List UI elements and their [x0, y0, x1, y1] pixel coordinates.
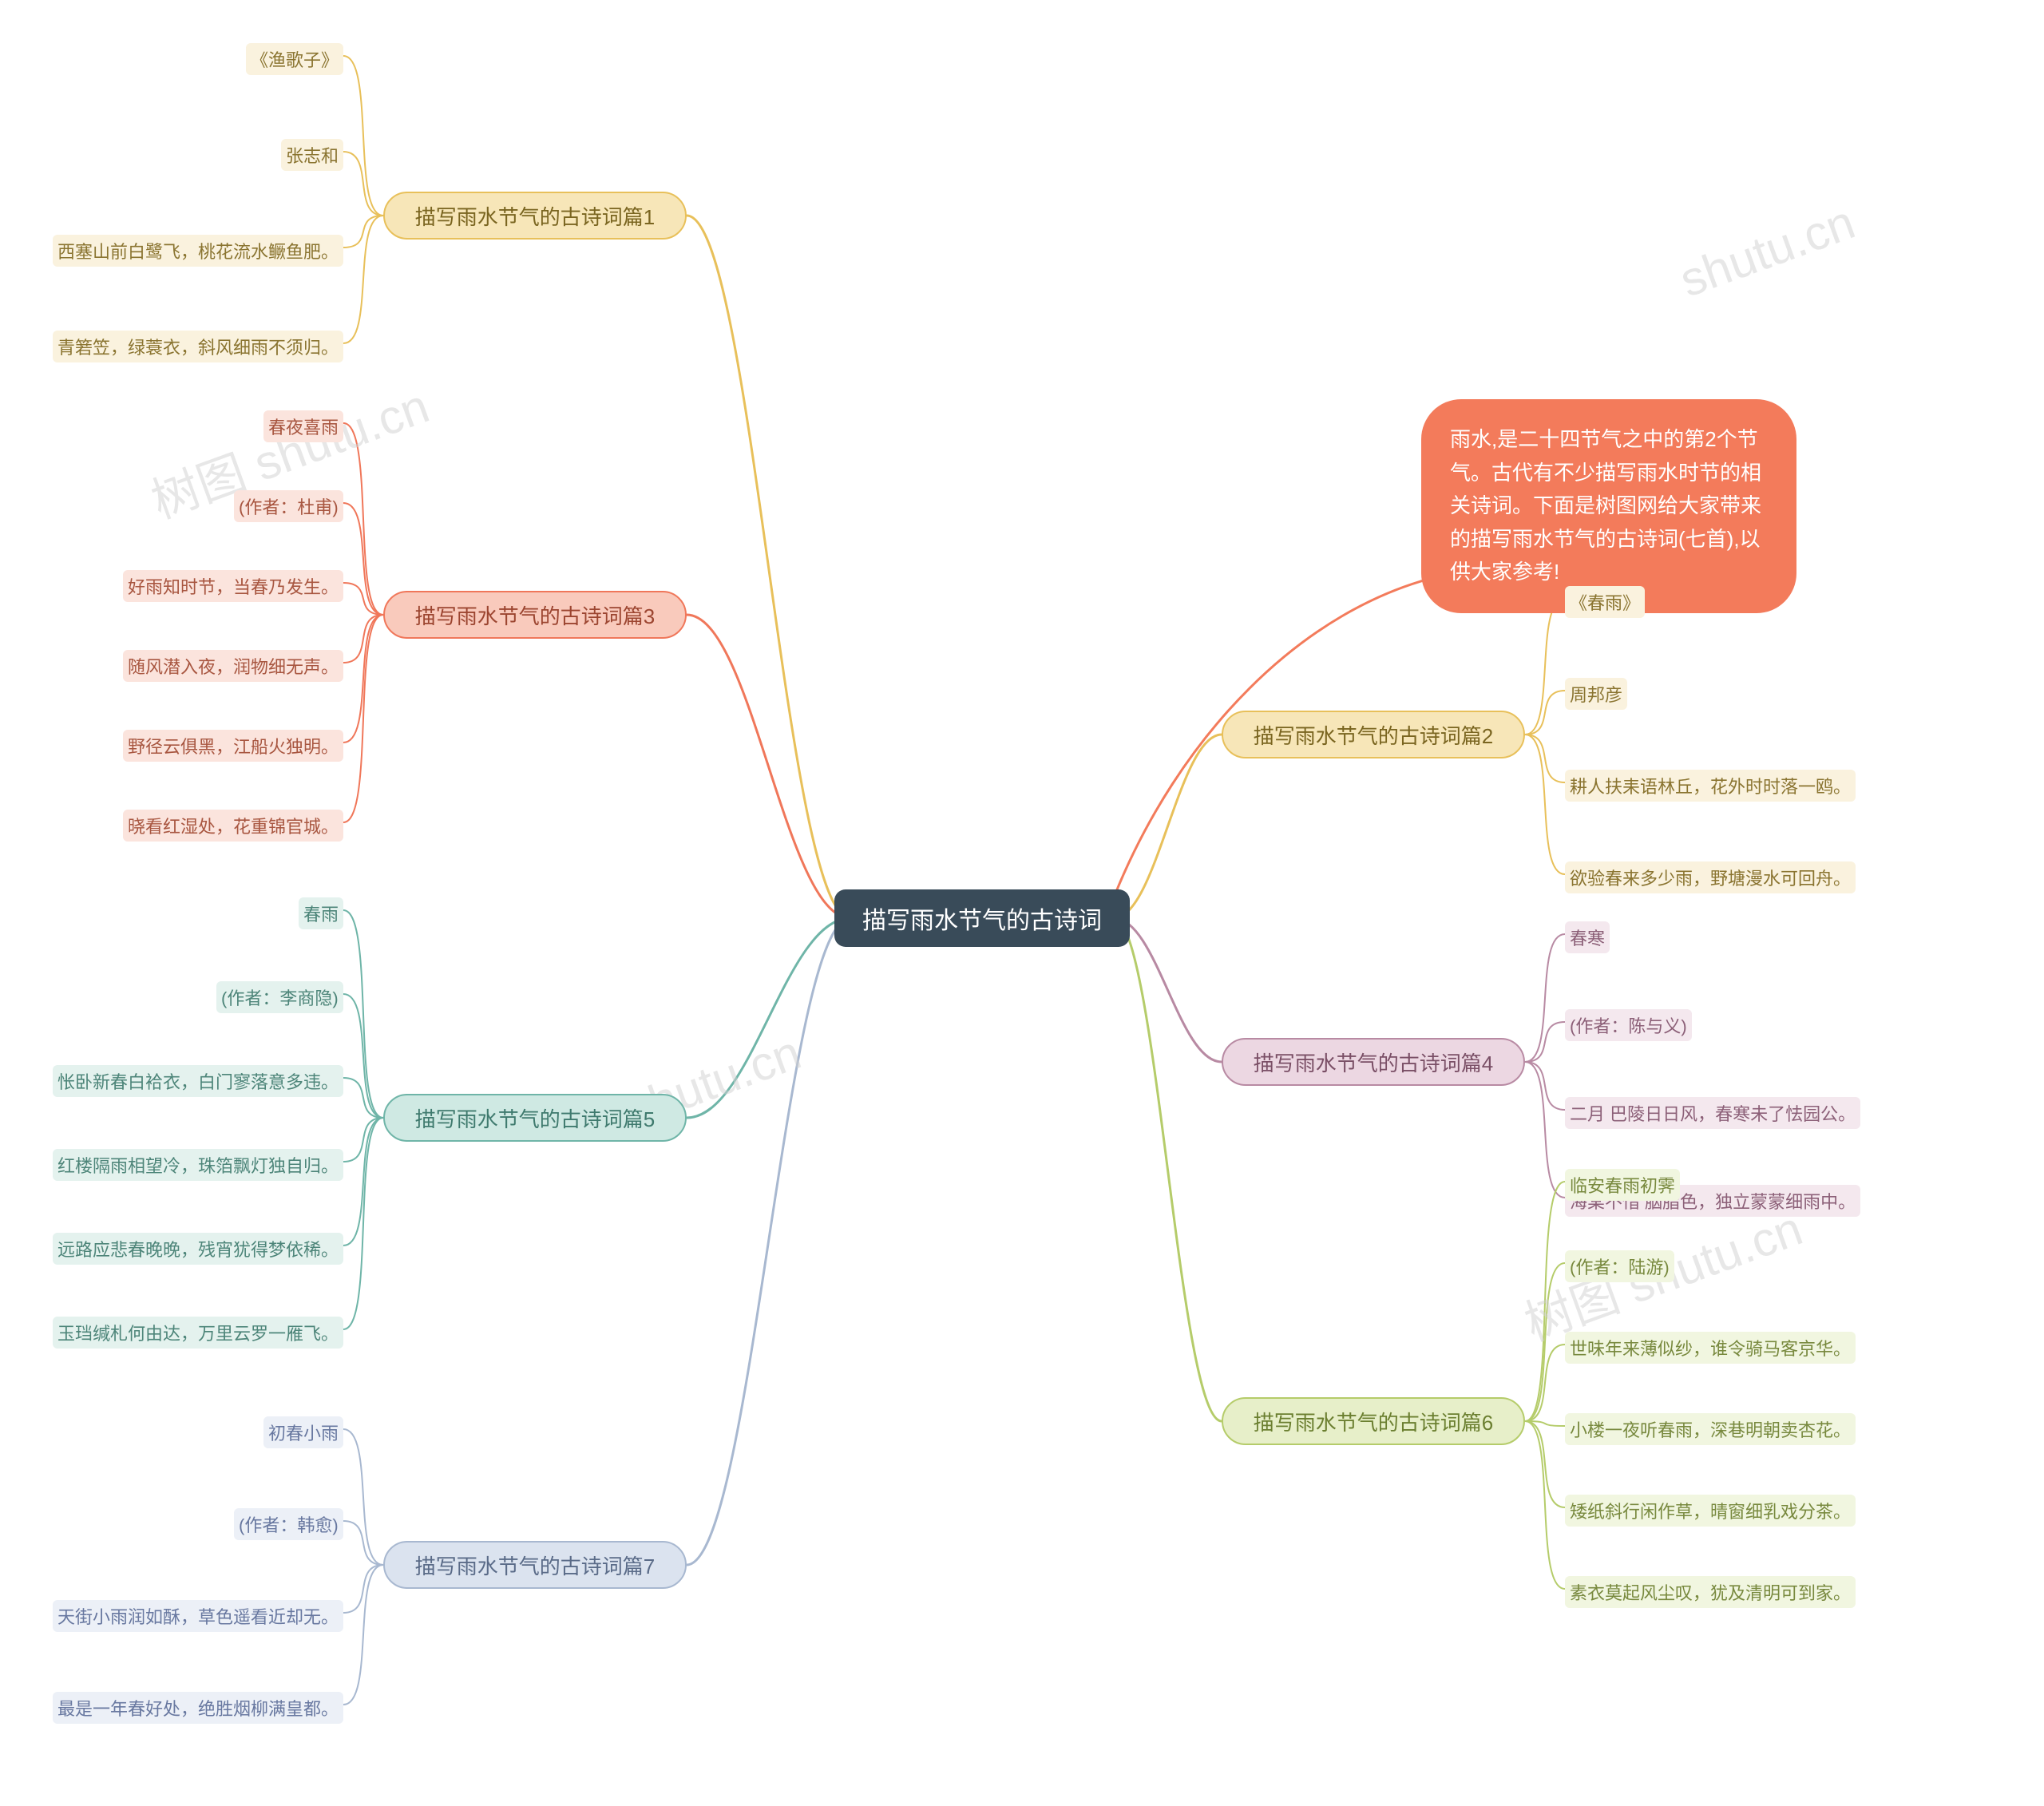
- leaf-b3-3: 随风潜入夜，润物细无声。: [123, 650, 343, 682]
- branch-b6: 描写雨水节气的古诗词篇6: [1222, 1397, 1525, 1445]
- branch-b5: 描写雨水节气的古诗词篇5: [383, 1094, 687, 1142]
- leaf-b7-3: 最是一年春好处，绝胜烟柳满皇都。: [53, 1692, 343, 1724]
- branch-b3: 描写雨水节气的古诗词篇3: [383, 591, 687, 639]
- watermark: shutu.cn: [1673, 194, 1862, 307]
- intro-node: 雨水,是二十四节气之中的第2个节气。古代有不少描写雨水时节的相关诗词。下面是树图…: [1421, 399, 1796, 613]
- leaf-b6-3: 小楼一夜听春雨，深巷明朝卖杏花。: [1565, 1413, 1856, 1445]
- leaf-b7-1: (作者：韩愈): [234, 1508, 343, 1540]
- leaf-b3-2: 好雨知时节，当春乃发生。: [123, 570, 343, 602]
- leaf-b4-0: 春寒: [1565, 921, 1610, 953]
- leaf-b3-5: 晓看红湿处，花重锦官城。: [123, 810, 343, 842]
- leaf-b5-2: 怅卧新春白袷衣，白门寥落意多违。: [53, 1065, 343, 1097]
- leaf-b3-0: 春夜喜雨: [263, 410, 343, 442]
- leaf-b1-0: 《渔歌子》: [246, 43, 343, 75]
- leaf-b6-0: 临安春雨初霁: [1565, 1169, 1680, 1201]
- branch-b4: 描写雨水节气的古诗词篇4: [1222, 1038, 1525, 1086]
- leaf-b3-4: 野径云俱黑，江船火独明。: [123, 730, 343, 762]
- leaf-b4-1: (作者：陈与义): [1565, 1009, 1692, 1041]
- leaf-b5-1: (作者：李商隐): [216, 981, 343, 1013]
- leaf-b1-2: 西塞山前白鹭飞，桃花流水鳜鱼肥。: [53, 235, 343, 267]
- leaf-b2-0: 《春雨》: [1565, 586, 1645, 618]
- branch-b2: 描写雨水节气的古诗词篇2: [1222, 711, 1525, 758]
- branch-b1: 描写雨水节气的古诗词篇1: [383, 192, 687, 240]
- leaf-b6-5: 素衣莫起风尘叹，犹及清明可到家。: [1565, 1576, 1856, 1608]
- leaf-b7-2: 天街小雨润如酥，草色遥看近却无。: [53, 1600, 343, 1632]
- leaf-b1-3: 青箬笠，绿蓑衣，斜风细雨不须归。: [53, 331, 343, 362]
- leaf-b1-1: 张志和: [281, 139, 343, 171]
- leaf-b2-2: 耕人扶耒语林丘，花外时时落一鸥。: [1565, 770, 1856, 802]
- leaf-b6-2: 世味年来薄似纱，谁令骑马客京华。: [1565, 1332, 1856, 1364]
- leaf-b6-1: (作者：陆游): [1565, 1250, 1674, 1282]
- leaf-b5-3: 红楼隔雨相望冷，珠箔飘灯独自归。: [53, 1149, 343, 1181]
- leaf-b2-1: 周邦彦: [1565, 678, 1627, 710]
- branch-b7: 描写雨水节气的古诗词篇7: [383, 1541, 687, 1589]
- center-node: 描写雨水节气的古诗词: [834, 889, 1130, 947]
- leaf-b5-5: 玉珰缄札何由达，万里云罗一雁飞。: [53, 1317, 343, 1349]
- leaf-b7-0: 初春小雨: [263, 1416, 343, 1448]
- leaf-b2-3: 欲验春来多少雨，野塘漫水可回舟。: [1565, 861, 1856, 893]
- leaf-b5-0: 春雨: [299, 897, 343, 929]
- leaf-b3-1: (作者：杜甫): [234, 490, 343, 522]
- leaf-b5-4: 远路应悲春晚晚，残宵犹得梦依稀。: [53, 1233, 343, 1265]
- leaf-b4-2: 二月 巴陵日日风，春寒未了怯园公。: [1565, 1097, 1860, 1129]
- leaf-b6-4: 矮纸斜行闲作草，晴窗细乳戏分茶。: [1565, 1495, 1856, 1527]
